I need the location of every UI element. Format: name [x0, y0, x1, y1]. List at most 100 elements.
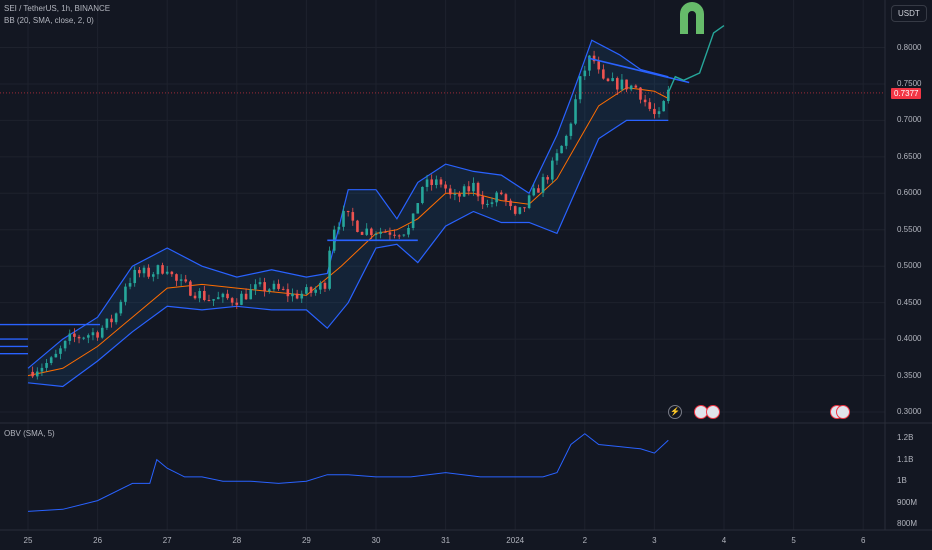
- candle-up: [629, 85, 633, 90]
- candle-down: [481, 196, 485, 205]
- us-flag-icon[interactable]: [706, 405, 720, 419]
- candle-down: [277, 283, 280, 289]
- candle-up: [425, 179, 429, 187]
- candle-down: [499, 192, 503, 195]
- candle-down: [546, 177, 549, 180]
- price-tick-label: 0.3500: [897, 370, 922, 380]
- price-tick-label: 0.6000: [897, 188, 922, 198]
- candle-up: [49, 357, 53, 364]
- obv-tick-label: 1.1B: [897, 454, 914, 464]
- candle-down: [592, 55, 596, 62]
- candle-down: [110, 318, 113, 323]
- candle-up: [583, 70, 587, 77]
- candle-up: [435, 179, 438, 186]
- candle-up: [337, 226, 341, 230]
- candle-up: [300, 293, 304, 299]
- candle-down: [203, 290, 206, 301]
- candle-up: [105, 318, 109, 328]
- candle-down: [370, 228, 373, 236]
- candle-down: [77, 336, 81, 339]
- candle-down: [537, 188, 540, 193]
- candle-down: [383, 231, 387, 233]
- candle-down: [467, 186, 471, 192]
- obv-tick-label: 800M: [897, 519, 918, 529]
- candle-down: [458, 193, 461, 197]
- candle-up: [379, 231, 382, 234]
- symbol-legend[interactable]: SEI / TetherUS, 1h, BINANCE: [4, 4, 111, 13]
- candle-up: [291, 293, 294, 297]
- candle-up: [40, 367, 44, 372]
- obv-line: [27, 433, 669, 512]
- candle-up: [114, 313, 118, 323]
- candle-up: [254, 284, 257, 290]
- candle-down: [235, 302, 239, 305]
- time-tick-label: 26: [93, 536, 103, 545]
- candle-up: [216, 297, 220, 300]
- candle-up: [87, 335, 90, 338]
- candle-down: [244, 293, 248, 300]
- candle-down: [625, 79, 628, 90]
- candle-up: [402, 234, 406, 236]
- candle-down: [606, 78, 610, 82]
- candle-down: [175, 274, 178, 281]
- price-tick-label: 0.4000: [897, 334, 922, 344]
- candle-down: [193, 295, 197, 299]
- candle-up: [151, 274, 155, 277]
- price-tick-label: 0.6500: [897, 151, 922, 161]
- candle-down: [147, 267, 150, 277]
- bb-indicator-legend[interactable]: BB (20, SMA, close, 2, 0): [4, 16, 94, 25]
- candle-up: [462, 186, 466, 197]
- candle-up: [416, 203, 420, 214]
- candle-down: [597, 61, 601, 70]
- candles[interactable]: [31, 50, 670, 380]
- bb-lower-line: [27, 119, 669, 388]
- time-tick-label: 6: [860, 536, 866, 545]
- lightning-icon[interactable]: ⚡: [668, 405, 682, 419]
- candle-up: [128, 283, 132, 287]
- candle-up: [611, 78, 614, 82]
- drawings[interactable]: [0, 25, 885, 355]
- current-price-label: 0.7377: [891, 88, 922, 99]
- price-tick-label: 0.5000: [897, 261, 922, 271]
- bb-upper-line: [27, 39, 669, 369]
- obv-tick-label: 1.2B: [897, 433, 914, 442]
- time-tick-label: 27: [162, 536, 172, 545]
- obv-indicator: [27, 433, 669, 512]
- candle-down: [226, 293, 229, 299]
- candle-up: [407, 227, 410, 235]
- candle-down: [138, 269, 141, 274]
- candle-down: [639, 87, 642, 100]
- candle-up: [578, 76, 582, 100]
- price-tick-label: 0.7500: [897, 78, 922, 88]
- candle-up: [569, 123, 573, 136]
- time-tick-label: 5: [791, 536, 796, 545]
- time-tick-label: 2: [582, 536, 588, 545]
- time-tick-label: 30: [371, 536, 381, 545]
- candle-up: [249, 289, 253, 300]
- currency-button[interactable]: USDT: [891, 5, 927, 22]
- candle-down: [653, 108, 656, 115]
- candle-up: [59, 348, 62, 354]
- price-tick-label: 0.7000: [897, 115, 922, 125]
- price-tick-label: 0.5500: [897, 224, 922, 234]
- price-tick-label: 0.4500: [897, 297, 922, 307]
- candle-up: [486, 203, 489, 205]
- obv-tick-label: 1B: [897, 476, 907, 486]
- candle-up: [532, 188, 536, 196]
- candle-down: [346, 210, 350, 213]
- candle-down: [388, 232, 392, 235]
- candle-up: [411, 213, 415, 228]
- obv-indicator-legend[interactable]: OBV (SMA, 5): [4, 429, 55, 438]
- candle-up: [221, 293, 225, 298]
- candle-up: [314, 289, 317, 293]
- axes: [0, 0, 932, 531]
- candle-up: [342, 210, 345, 227]
- time-tick-label: 29: [301, 536, 311, 545]
- candle-up: [45, 363, 48, 368]
- us-flag-icon[interactable]: [836, 405, 850, 419]
- candle-down: [230, 298, 234, 303]
- candle-up: [156, 265, 160, 275]
- candle-up: [667, 89, 670, 102]
- candle-up: [267, 289, 271, 292]
